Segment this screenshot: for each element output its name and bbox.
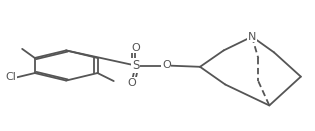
Text: N: N [248,32,256,42]
Text: Cl: Cl [5,72,16,82]
Text: O: O [127,78,136,88]
Text: O: O [162,61,171,70]
Text: S: S [132,59,139,72]
Text: O: O [131,43,140,53]
